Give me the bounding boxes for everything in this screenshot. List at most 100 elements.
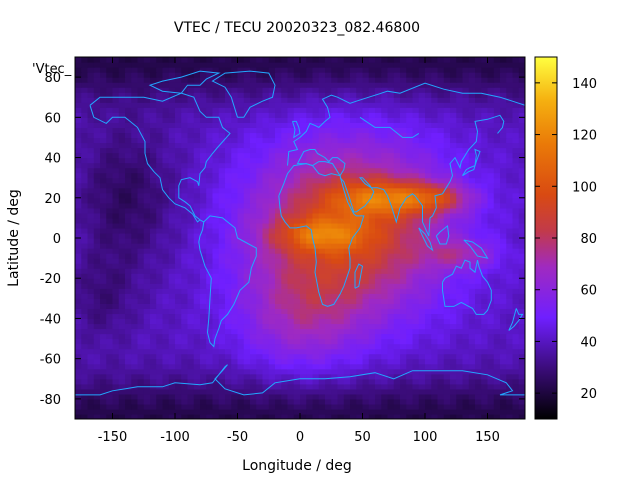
heatmap-cell bbox=[200, 373, 207, 380]
heatmap-cell bbox=[512, 368, 520, 375]
heatmap-cell bbox=[500, 363, 507, 370]
heatmap-cell bbox=[293, 343, 301, 350]
heatmap-cell bbox=[150, 112, 157, 118]
heatmap-cell bbox=[425, 177, 432, 184]
heatmap-cell bbox=[300, 413, 307, 419]
heatmap-cell bbox=[268, 288, 276, 294]
heatmap-cell bbox=[150, 388, 157, 395]
heatmap-cell bbox=[300, 207, 307, 214]
heatmap-cell bbox=[343, 97, 351, 103]
heatmap-cell bbox=[281, 77, 289, 83]
heatmap-cell bbox=[131, 358, 139, 365]
heatmap-cell bbox=[512, 172, 520, 179]
heatmap-cell bbox=[262, 107, 270, 113]
heatmap-cell bbox=[256, 333, 264, 340]
heatmap-cell bbox=[75, 353, 82, 360]
heatmap-cell bbox=[143, 147, 151, 154]
heatmap-cell bbox=[200, 243, 207, 249]
heatmap-cell bbox=[287, 373, 295, 380]
heatmap-cell bbox=[118, 77, 126, 83]
heatmap-cell bbox=[250, 92, 257, 98]
heatmap-cell bbox=[306, 112, 314, 118]
heatmap-cell bbox=[312, 398, 320, 405]
heatmap-cell bbox=[437, 217, 445, 224]
heatmap-cell bbox=[437, 383, 445, 390]
heatmap-cell bbox=[375, 147, 382, 154]
heatmap-cell bbox=[343, 348, 351, 355]
heatmap-cell bbox=[387, 238, 395, 244]
heatmap-cell bbox=[93, 388, 101, 395]
heatmap-cell bbox=[381, 167, 389, 174]
heatmap-cell bbox=[431, 398, 439, 405]
heatmap-cell bbox=[293, 283, 301, 289]
heatmap-cell bbox=[162, 117, 170, 123]
heatmap-cell bbox=[343, 227, 351, 234]
heatmap-cell bbox=[231, 378, 239, 385]
heatmap-cell bbox=[475, 343, 482, 350]
heatmap-cell bbox=[293, 358, 301, 365]
heatmap-cell bbox=[518, 363, 525, 370]
heatmap-cell bbox=[312, 177, 320, 184]
heatmap-cell bbox=[106, 343, 114, 350]
heatmap-cell bbox=[462, 278, 470, 284]
heatmap-cell bbox=[175, 132, 182, 139]
heatmap-cell bbox=[137, 373, 145, 380]
heatmap-cell bbox=[75, 383, 82, 390]
heatmap-cell bbox=[337, 187, 345, 194]
heatmap-cell bbox=[168, 343, 176, 350]
heatmap-cell bbox=[456, 212, 464, 219]
heatmap-cell bbox=[275, 112, 282, 118]
heatmap-cell bbox=[281, 403, 289, 410]
heatmap-cell bbox=[206, 147, 214, 154]
heatmap-cell bbox=[418, 72, 426, 78]
heatmap-cell bbox=[237, 348, 245, 355]
heatmap-cell bbox=[200, 137, 207, 144]
heatmap-cell bbox=[106, 293, 114, 299]
heatmap-cell bbox=[231, 102, 239, 108]
heatmap-cell bbox=[300, 217, 307, 224]
heatmap-cell bbox=[406, 338, 414, 345]
heatmap-cell bbox=[406, 403, 414, 410]
heatmap-cell bbox=[462, 308, 470, 315]
heatmap-cell bbox=[118, 268, 126, 274]
heatmap-cell bbox=[125, 288, 132, 294]
heatmap-cell bbox=[268, 147, 276, 154]
heatmap-cell bbox=[262, 162, 270, 169]
heatmap-cell bbox=[262, 232, 270, 239]
heatmap-cell bbox=[381, 107, 389, 113]
heatmap-cell bbox=[406, 243, 414, 249]
heatmap-cell bbox=[106, 298, 114, 304]
heatmap-cell bbox=[362, 137, 370, 144]
heatmap-cell bbox=[443, 413, 451, 419]
heatmap-cell bbox=[493, 358, 501, 365]
heatmap-cell bbox=[181, 232, 189, 239]
heatmap-cell bbox=[237, 273, 245, 279]
heatmap-cell bbox=[493, 293, 501, 299]
heatmap-cell bbox=[356, 303, 364, 309]
heatmap-cell bbox=[412, 92, 420, 98]
heatmap-cell bbox=[187, 303, 195, 309]
heatmap-cell bbox=[112, 263, 120, 269]
heatmap-cell bbox=[406, 393, 414, 400]
heatmap-cell bbox=[125, 72, 132, 78]
heatmap-cell bbox=[156, 82, 164, 88]
heatmap-cell bbox=[106, 92, 114, 98]
heatmap-cell bbox=[443, 132, 451, 139]
heatmap-cell bbox=[168, 278, 176, 284]
heatmap-cell bbox=[250, 232, 257, 239]
heatmap-cell bbox=[187, 413, 195, 419]
heatmap-cell bbox=[456, 413, 464, 419]
heatmap-cell bbox=[137, 328, 145, 335]
heatmap-cell bbox=[100, 232, 107, 239]
heatmap-cell bbox=[181, 212, 189, 219]
heatmap-cell bbox=[156, 112, 164, 118]
heatmap-cell bbox=[131, 363, 139, 370]
heatmap-cell bbox=[243, 368, 251, 375]
heatmap-cell bbox=[356, 147, 364, 154]
heatmap-cell bbox=[181, 368, 189, 375]
heatmap-cell bbox=[150, 67, 157, 73]
heatmap-cell bbox=[243, 227, 251, 234]
heatmap-cell bbox=[150, 82, 157, 88]
heatmap-cell bbox=[125, 77, 132, 83]
heatmap-cell bbox=[181, 102, 189, 108]
